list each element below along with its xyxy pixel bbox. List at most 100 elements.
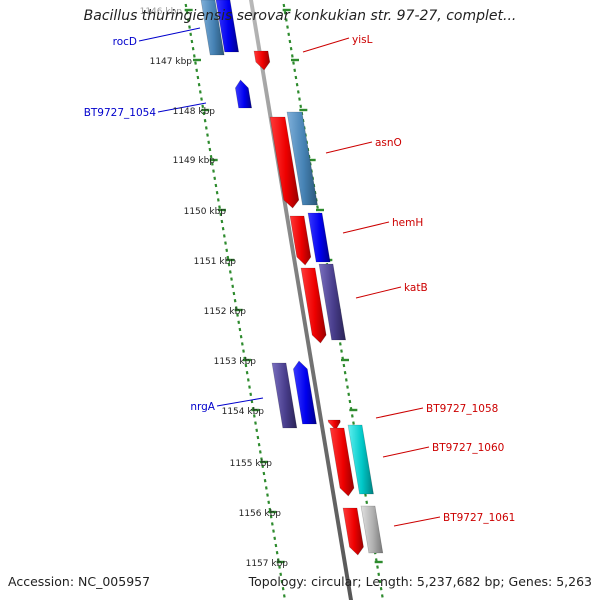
scale-label: 1154 kbp [222, 407, 265, 417]
tick-mark [212, 169, 215, 173]
tick-mark [278, 565, 281, 569]
tick-mark [257, 443, 261, 447]
pointer-katb [355, 286, 402, 299]
tick-mark [364, 493, 367, 497]
scale-label: 1146 kbp [140, 7, 183, 17]
gene-arrow [253, 50, 271, 71]
tick-mark [342, 363, 346, 368]
pointer-hemh [342, 221, 390, 234]
tick-mark [189, 32, 193, 36]
tick-mark [224, 241, 227, 245]
tick-mark [236, 313, 239, 317]
tick-mark [255, 428, 259, 432]
tick-mark [233, 299, 237, 303]
tick-mark [293, 68, 297, 72]
gene-arrow [360, 505, 384, 554]
tick-mark [298, 97, 301, 101]
gene-label-bt9727-1058[interactable]: BT9727_1058 [426, 403, 498, 415]
scale-label: 1151 kbp [194, 257, 237, 267]
topology-text: Topology: circular; Length: 5,237,682 bp… [248, 574, 592, 589]
gene-arrow [329, 427, 355, 497]
tick-mark [250, 399, 254, 404]
gene-label-bt9727-1054[interactable]: BT9727_1054 [84, 107, 157, 119]
tick-mark [203, 119, 207, 123]
tick-mark [347, 392, 351, 396]
gene-label-bt9727-1060[interactable]: BT9727_1060 [432, 442, 504, 454]
gene-label-rocd[interactable]: rocD [113, 36, 137, 48]
map-title: Bacillus thuringiensis serovar konkukian… [83, 8, 517, 24]
gene-label-katb[interactable]: katB [404, 282, 428, 294]
gene-arrow [327, 419, 341, 431]
tick-mark [287, 32, 291, 36]
tick-mark [246, 378, 250, 382]
tick-mark [227, 263, 231, 267]
tick-mark [232, 291, 236, 296]
scale-label: 1155 kbp [230, 459, 273, 469]
tick-mark [214, 183, 218, 188]
tick-mark [228, 270, 232, 274]
tick-mark [237, 320, 241, 324]
tick-mark [376, 565, 379, 569]
tick-mark [188, 25, 191, 29]
scale-label: 1156 kbp [239, 509, 282, 519]
tick-mark [206, 133, 209, 137]
tick-mark [216, 198, 220, 202]
tick-mark [281, 587, 285, 591]
tick-mark [201, 104, 205, 108]
tick-mark [238, 327, 242, 332]
gene-arrow [286, 111, 318, 206]
gene-label-yisl[interactable]: yisL [352, 34, 373, 46]
tick-mark [340, 349, 343, 353]
tick-mark [282, 594, 286, 598]
tick-mark [365, 500, 369, 504]
tick-mark [295, 83, 299, 87]
tick-mark [191, 47, 195, 51]
gene-arrow [347, 424, 374, 495]
tick-mark [378, 579, 382, 584]
tick-mark [286, 25, 289, 29]
tick-mark [263, 479, 267, 483]
genome-backbone [249, 0, 353, 600]
tick-mark [343, 371, 347, 375]
tick-mark [266, 493, 269, 497]
gene-label-bt9727-1061[interactable]: BT9727_1061 [443, 512, 515, 524]
tick-mark [249, 392, 253, 396]
tick-mark [209, 155, 213, 159]
tick-mark [316, 205, 319, 209]
tick-mark [264, 486, 268, 490]
tick-mark [231, 284, 235, 288]
gene-label-hemh[interactable]: hemH [392, 217, 423, 229]
tick-mark [379, 587, 383, 591]
tick-mark [244, 363, 248, 368]
scale-labels: 1146 kbp 1147 kbp 1148 kbp 1149 kbp 1150… [140, 7, 289, 569]
tick-mark [215, 191, 219, 195]
tick-mark [195, 68, 199, 72]
gene-arrow [269, 116, 300, 209]
tick-mark [196, 75, 200, 80]
gene-features [200, 0, 384, 556]
tick-mark [290, 54, 294, 58]
gene-label-asno[interactable]: asnO [375, 137, 402, 149]
tick-mark [267, 500, 271, 504]
pointer-bt9727-1054 [157, 102, 207, 113]
gene-arrow [300, 267, 327, 344]
tick-mark [219, 212, 223, 216]
gene-label-nrga[interactable]: nrgA [190, 401, 215, 413]
tick-mark [299, 104, 303, 108]
tick-mark [270, 522, 274, 526]
pointer-asno [325, 141, 373, 154]
tick-mark [242, 349, 245, 353]
scale-label: 1157 kbp [246, 559, 289, 569]
pointer-bt9727-1058 [375, 407, 424, 419]
scale-label: 1147 kbp [150, 57, 193, 67]
pointer-bt9727-1060 [382, 446, 430, 458]
tick-mark [380, 594, 384, 598]
tick-mark [200, 97, 203, 101]
tick-mark [218, 205, 221, 209]
tick-mark [275, 551, 279, 555]
tick-mark [256, 435, 260, 440]
tick-mark [210, 162, 214, 166]
pointer-bt9727-1061 [393, 516, 441, 527]
gene-labels: rocD BT9727_1054 nrgA yisL asnO hemH kat… [84, 34, 516, 524]
tick-mark [350, 414, 354, 418]
